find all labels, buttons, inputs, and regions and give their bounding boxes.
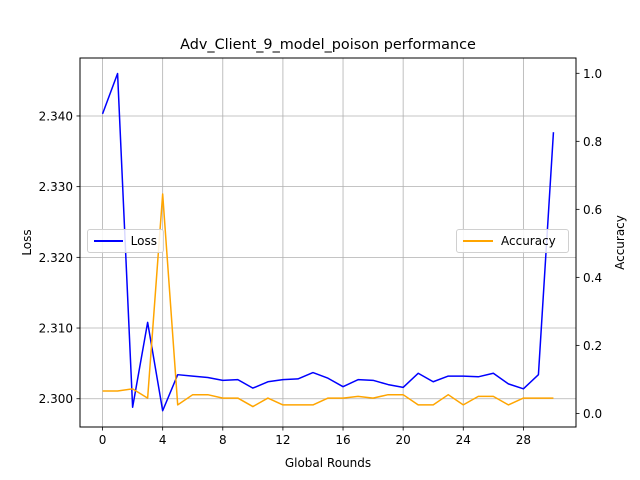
x-tick-label: 28 (516, 433, 531, 447)
legend-loss-label: Loss (130, 234, 157, 248)
grid-lines (80, 58, 576, 427)
x-tick-label: 8 (219, 433, 227, 447)
y-left-tick-label: 2.320 (39, 251, 73, 265)
x-tick-label: 24 (456, 433, 471, 447)
x-tick-label: 16 (335, 433, 350, 447)
y-right-tick-label: 0.6 (583, 203, 602, 217)
y-left-tick-label: 2.340 (39, 109, 73, 123)
y-right-tick-label: 0.0 (583, 407, 602, 421)
y-right-tick-label: 0.2 (583, 339, 602, 353)
y-left-tick-label: 2.330 (39, 180, 73, 194)
chart-title: Adv_Client_9_model_poison performance (180, 37, 476, 53)
y-right-tick-label: 0.4 (583, 271, 602, 285)
legend-loss: Loss (87, 229, 164, 253)
legend-accuracy: Accuracy (456, 229, 569, 253)
y-right-tick-label: 0.8 (583, 135, 602, 149)
plot-frame (79, 57, 577, 428)
series-lines (101, 72, 555, 412)
y-right-tick-label: 1.0 (583, 67, 602, 81)
axis-ticks: 0 4 8 12 16 20 24 28 2.300 2.310 2.320 2.330 2.340 0.… (39, 67, 602, 447)
y-left-tick-label: 2.300 (39, 392, 73, 406)
series-line-loss (101, 72, 555, 412)
x-tick-label: 20 (396, 433, 411, 447)
x-tick-label: 12 (275, 433, 290, 447)
series-line-accuracy (102, 193, 554, 408)
x-tick-label: 4 (159, 433, 167, 447)
x-axis-label: Global Rounds (285, 456, 371, 470)
x-tick-label: 0 (99, 433, 107, 447)
y-axis-label-left: Loss (20, 229, 34, 255)
legend-accuracy-swatch (463, 240, 493, 242)
legend-accuracy-label: Accuracy (501, 234, 556, 248)
legend-loss-swatch (94, 240, 123, 242)
y-left-tick-label: 2.310 (39, 322, 73, 336)
y-axis-label-right: Accuracy (613, 215, 627, 270)
